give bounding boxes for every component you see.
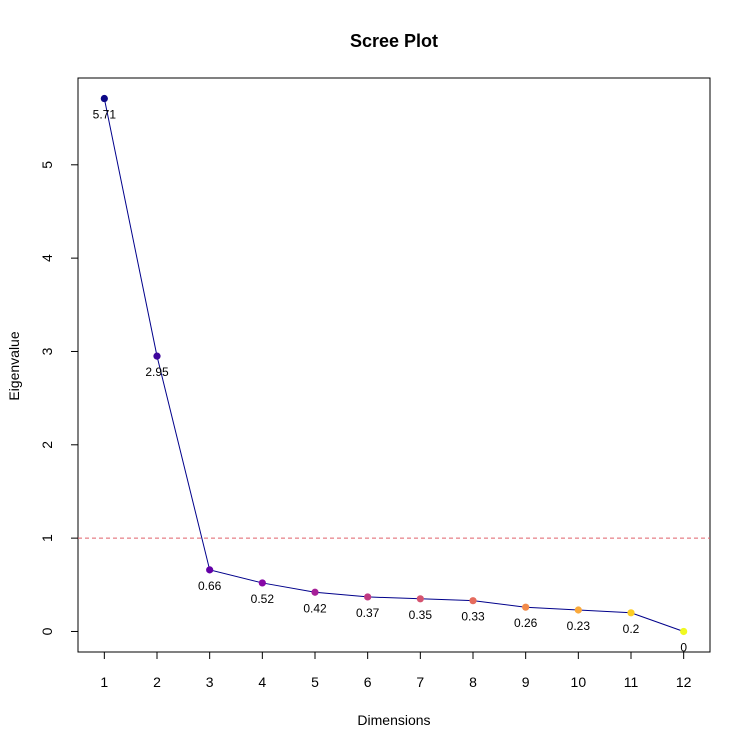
data-label: 5.71 — [93, 108, 117, 122]
data-point — [627, 609, 635, 617]
data-point — [416, 595, 424, 603]
x-tick-label: 1 — [100, 674, 108, 690]
x-tick-label: 5 — [311, 674, 319, 690]
data-point — [364, 593, 372, 601]
x-tick-label: 11 — [624, 674, 639, 690]
data-label: 0.2 — [623, 622, 640, 636]
plot-frame — [77, 77, 711, 653]
data-point — [574, 606, 582, 614]
y-tick-label: 4 — [39, 254, 55, 262]
data-point — [153, 352, 161, 360]
x-tick-label: 8 — [469, 674, 477, 690]
x-tick-label: 6 — [364, 674, 372, 690]
x-tick-label: 9 — [522, 674, 530, 690]
data-point — [311, 588, 319, 596]
plot-area: 1 2 3 4 5 6 7 8 9 10 11 120123455.712.950.660.520.4… — [39, 77, 711, 690]
data-label: 0.33 — [461, 610, 485, 624]
data-point — [680, 627, 688, 636]
x-tick-label: 12 — [676, 674, 692, 690]
y-tick-label: 2 — [39, 441, 55, 449]
data-label: 2.95 — [145, 365, 169, 379]
data-point — [469, 597, 477, 605]
data-point — [100, 94, 108, 103]
data-label: 0.66 — [198, 579, 222, 593]
y-tick-label: 5 — [39, 161, 55, 169]
data-label: 0.52 — [251, 592, 275, 606]
y-axis-label: Eigenvalue — [6, 331, 22, 400]
data-point — [522, 603, 530, 611]
x-tick-label: 2 — [153, 674, 161, 690]
x-tick-label: 3 — [206, 674, 214, 690]
data-label: 0.35 — [409, 608, 433, 622]
x-tick-label: 10 — [571, 674, 587, 690]
series-line — [103, 98, 684, 632]
y-tick-label: 3 — [39, 347, 55, 355]
data-point — [258, 579, 266, 587]
chart-title: Scree Plot — [350, 31, 438, 51]
data-label: 0 — [680, 640, 687, 654]
data-label: 0.42 — [303, 601, 327, 615]
x-tick-label: 7 — [416, 674, 424, 690]
y-tick-label: 1 — [39, 534, 55, 542]
x-tick-label: 4 — [258, 674, 266, 690]
data-label: 0.26 — [514, 616, 538, 630]
data-label: 0.37 — [356, 606, 380, 620]
x-axis-label: Dimensions — [357, 712, 430, 728]
data-point — [206, 566, 214, 574]
y-tick-label: 0 — [39, 627, 55, 635]
data-label: 0.23 — [567, 619, 591, 633]
